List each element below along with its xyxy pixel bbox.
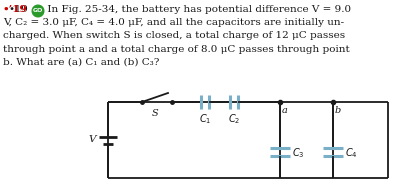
Text: a: a <box>282 106 288 115</box>
Text: V: V <box>88 135 96 144</box>
Text: S: S <box>152 109 158 118</box>
Text: b. What are (a) C₁ and (b) C₃?: b. What are (a) C₁ and (b) C₃? <box>3 58 160 67</box>
Text: $C_1$: $C_1$ <box>199 112 211 126</box>
Text: $C_3$: $C_3$ <box>292 146 305 160</box>
Text: V, C₂ = 3.0 μF, C₄ = 4.0 μF, and all the capacitors are initially un-: V, C₂ = 3.0 μF, C₄ = 4.0 μF, and all the… <box>3 18 344 27</box>
Text: ∙19      In Fig. 25-34, the battery has potential difference V = 9.0: ∙19 In Fig. 25-34, the battery has poten… <box>3 5 351 14</box>
Text: charged. When switch S is closed, a total charge of 12 μC passes: charged. When switch S is closed, a tota… <box>3 31 345 40</box>
Circle shape <box>32 5 44 17</box>
Text: through point a and a total charge of 8.0 μC passes through point: through point a and a total charge of 8.… <box>3 45 350 54</box>
Text: $C_2$: $C_2$ <box>228 112 240 126</box>
Text: b: b <box>335 106 341 115</box>
Text: GO: GO <box>33 9 43 14</box>
Text: $C_4$: $C_4$ <box>345 146 358 160</box>
Text: •’19: •’19 <box>3 5 28 14</box>
